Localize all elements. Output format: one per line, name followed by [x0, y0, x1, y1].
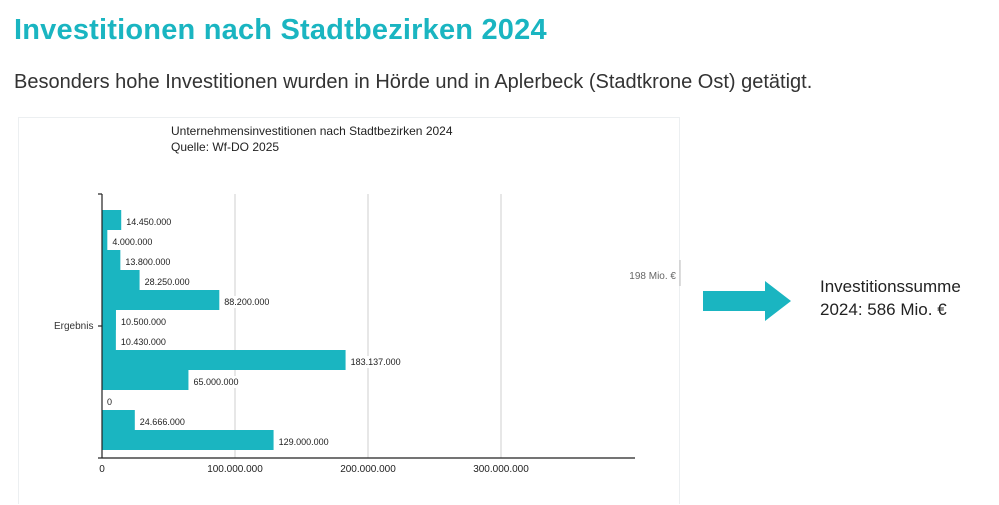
- bar: [102, 270, 140, 290]
- x-tick-label: 100.000.000: [207, 464, 263, 475]
- x-tick-label: 300.000.000: [473, 464, 529, 475]
- data-label: 4.000.000: [112, 237, 152, 247]
- value-labels: 14.450.000 4.000.000 13.800.000 28.250.000 8…: [104, 216, 404, 448]
- data-label: 10.500.000: [121, 317, 166, 327]
- grid-lines: [234, 194, 502, 458]
- chart-container: Unternehmensinvestitionen nach Stadtbezi…: [18, 117, 681, 504]
- axes: 0 100.000.000 200.000.000 300.000.000: [98, 193, 635, 475]
- data-label-background: [123, 216, 175, 228]
- x-tick-label: 0: [99, 464, 105, 475]
- category-label: Ergebnis: [54, 321, 93, 332]
- investment-total: Investitionssumme 2024: 586 Mio. €: [820, 276, 961, 322]
- data-label-background: [221, 296, 273, 308]
- bar: [102, 210, 122, 230]
- data-label: 183.137.000: [351, 357, 401, 367]
- bar: [102, 230, 108, 250]
- data-label: 0: [107, 397, 112, 407]
- data-label-background: [347, 356, 404, 368]
- data-label-background: [109, 236, 156, 248]
- chart-subtitle: Quelle: Wf-DO 2025: [171, 140, 279, 154]
- chart-title: Unternehmensinvestitionen nach Stadtbezi…: [171, 124, 453, 138]
- data-label: 129.000.000: [279, 437, 329, 447]
- investment-total-label: Investitionssumme: [820, 277, 961, 296]
- bar: [102, 350, 346, 370]
- bar: [102, 410, 135, 430]
- bar: [102, 370, 189, 390]
- investment-total-value: 2024: 586 Mio. €: [820, 299, 947, 319]
- data-label-background: [136, 416, 188, 428]
- data-label-background: [275, 436, 332, 448]
- data-label: 14.450.000: [126, 217, 171, 227]
- x-tick-label: 200.000.000: [340, 464, 396, 475]
- data-label-background: [104, 396, 116, 408]
- data-label-background: [122, 256, 174, 268]
- bars: [102, 210, 346, 450]
- data-label: 10.430.000: [121, 337, 166, 347]
- data-label: 65.000.000: [193, 377, 238, 387]
- data-label: 28.250.000: [145, 277, 190, 287]
- data-label-background: [117, 316, 170, 328]
- page-title: Investitionen nach Stadtbezirken 2024: [14, 14, 547, 46]
- bar: [102, 250, 121, 270]
- data-label-background: [190, 376, 242, 388]
- annotation-label: 198 Mio. €: [629, 271, 676, 282]
- bar: [102, 430, 274, 450]
- data-label: 13.800.000: [125, 257, 170, 267]
- right-arrow-icon: [703, 281, 791, 321]
- bar-chart: Unternehmensinvestitionen nach Stadtbezi…: [54, 124, 681, 475]
- bar: [102, 330, 116, 350]
- data-label-background: [141, 276, 193, 288]
- data-label: 24.666.000: [140, 417, 185, 427]
- page-subtitle: Besonders hohe Investitionen wurden in H…: [14, 71, 813, 93]
- data-label: 88.200.000: [224, 297, 269, 307]
- data-label-background: [117, 336, 169, 348]
- bar: [102, 310, 116, 330]
- bar: [102, 290, 220, 310]
